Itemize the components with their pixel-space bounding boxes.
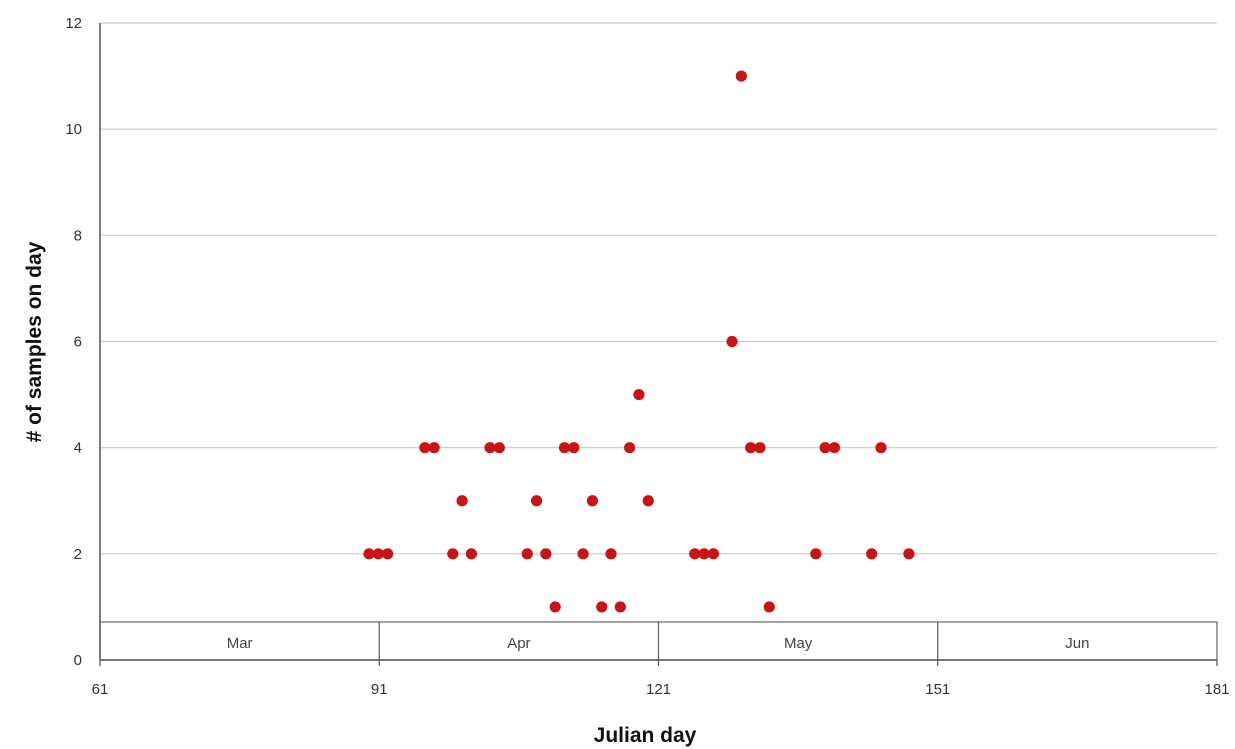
- scatter-point: [577, 548, 589, 560]
- scatter-point: [707, 548, 720, 560]
- x-tick-label: 91: [371, 681, 388, 698]
- scatter-point: [530, 495, 543, 507]
- scatter-point: [605, 548, 617, 560]
- y-tick-label: 4: [74, 440, 82, 457]
- month-band: [937, 621, 1218, 661]
- x-tick-label: 181: [1204, 681, 1229, 698]
- x-tick-label: 151: [925, 681, 950, 698]
- scatter-point: [568, 442, 580, 454]
- y-tick-label: 0: [74, 652, 82, 669]
- scatter-point: [363, 548, 375, 560]
- scatter-point: [493, 442, 505, 454]
- month-band-label: May: [784, 635, 813, 652]
- month-band-label: Mar: [227, 635, 253, 652]
- data-points: [363, 70, 915, 613]
- y-tick-label: 2: [74, 546, 82, 563]
- scatter-point: [866, 548, 878, 560]
- scatter-point: [810, 548, 822, 560]
- scatter-point: [735, 70, 747, 82]
- tick-labels: 0 2 4 6 8 10 12 61 91 121 151 181: [65, 15, 1229, 698]
- scatter-point: [745, 442, 757, 454]
- scatter-point: [633, 388, 645, 401]
- y-axis-title: # of samples on day: [23, 241, 46, 442]
- y-tick-label: 6: [74, 334, 82, 351]
- scatter-point: [726, 335, 738, 348]
- y-tick-label: 12: [65, 15, 82, 32]
- y-tick-label: 8: [74, 227, 82, 244]
- scatter-point: [754, 442, 766, 454]
- scatter-point: [624, 442, 636, 454]
- scatter-point: [586, 495, 599, 507]
- scatter-point: [689, 548, 701, 560]
- scatter-point: [465, 548, 478, 560]
- month-band-label: Apr: [507, 635, 530, 652]
- scatter-point: [596, 601, 608, 613]
- scatter-point: [828, 442, 841, 454]
- scatter-point: [428, 442, 440, 454]
- scatter-point: [521, 548, 533, 560]
- scatter-point: [549, 601, 561, 613]
- scatter-point: [372, 548, 384, 560]
- scatter-point: [642, 495, 654, 507]
- scatter-point: [540, 548, 552, 560]
- scatter-point: [447, 548, 459, 560]
- scatter-point: [484, 442, 496, 454]
- month-band-strip: Mar Apr May Jun: [99, 621, 1218, 661]
- scatter-point: [614, 601, 626, 613]
- month-band-label: Jun: [1065, 635, 1089, 652]
- scatter-point: [456, 495, 468, 507]
- x-tick-label: 121: [646, 681, 671, 698]
- scatter-point: [382, 548, 394, 560]
- x-tick-label: 61: [92, 681, 109, 698]
- scatter-point: [419, 442, 431, 454]
- x-axis-title: Julian day: [594, 724, 697, 747]
- y-tick-label: 10: [65, 121, 82, 138]
- scatter-point: [698, 548, 710, 560]
- scatter-point: [763, 601, 775, 613]
- scatter-point: [819, 442, 831, 454]
- scatter-point: [903, 548, 915, 560]
- scatter-point: [875, 442, 887, 454]
- gridlines: [100, 22, 1217, 555]
- scatter-point: [558, 442, 571, 454]
